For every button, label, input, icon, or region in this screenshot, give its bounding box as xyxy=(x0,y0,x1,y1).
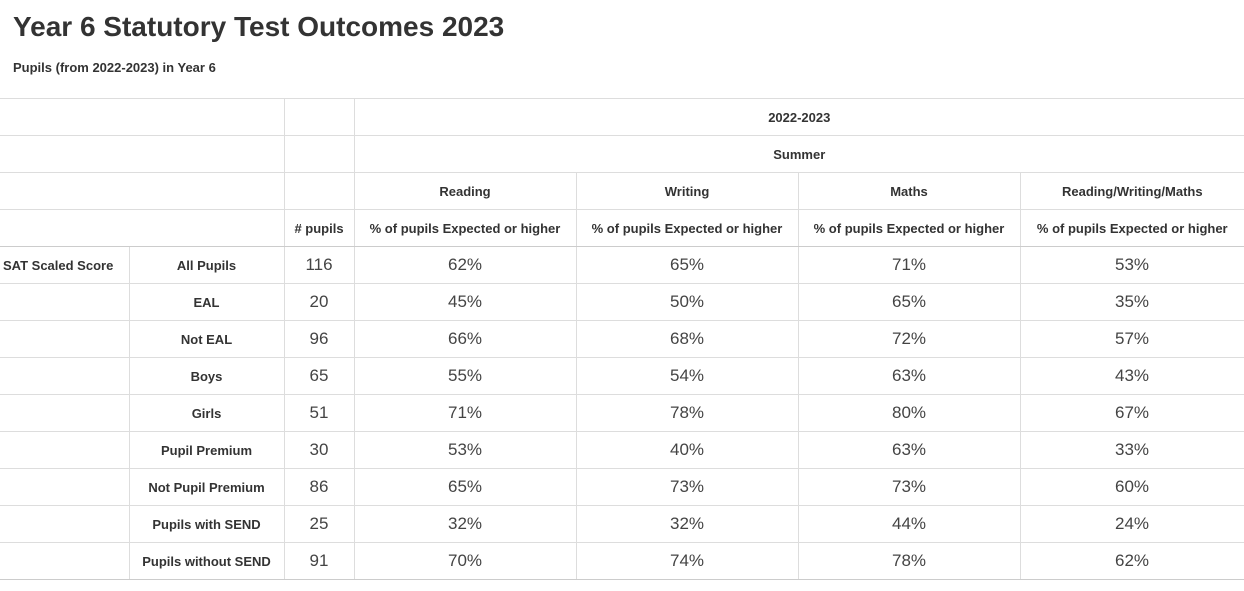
table-row: SAT Scaled Score All Pupils 116 62% 65% 71% 53… xyxy=(0,246,1244,284)
maths-value-cell: 71% xyxy=(797,246,1020,284)
header-empty-cell xyxy=(283,135,354,173)
table-row: Boys 65 55% 54% 63% 43% xyxy=(0,357,1244,395)
page-subtitle: Pupils (from 2022-2023) in Year 6 xyxy=(13,60,216,75)
header-row-term: Summer xyxy=(0,135,1244,173)
results-table: 2022-2023 Summer Reading Writing Maths R… xyxy=(0,98,1244,580)
reading-value-cell: 70% xyxy=(353,542,576,580)
reading-value-cell: 62% xyxy=(353,246,576,284)
writing-value-cell: 40% xyxy=(575,431,798,469)
pupil-group-label: Boys xyxy=(128,357,284,395)
metric-header-reading: % of pupils Expected or higher xyxy=(353,209,576,247)
pupils-count-header: # pupils xyxy=(283,209,354,247)
table-row: Girls 51 71% 78% 80% 67% xyxy=(0,394,1244,432)
pupil-count-cell: 65 xyxy=(283,357,354,395)
table-row: EAL 20 45% 50% 65% 35% xyxy=(0,283,1244,321)
pupil-group-label: Pupils with SEND xyxy=(128,505,284,543)
table-row: Pupils without SEND 91 70% 74% 78% 62% xyxy=(0,542,1244,580)
maths-value-cell: 78% xyxy=(797,542,1020,580)
table-row: Pupil Premium 30 53% 40% 63% 33% xyxy=(0,431,1244,469)
subject-header-reading: Reading xyxy=(353,172,576,210)
writing-value-cell: 73% xyxy=(575,468,798,506)
maths-value-cell: 80% xyxy=(797,394,1020,432)
header-row-metrics: # pupils % of pupils Expected or higher … xyxy=(0,209,1244,247)
pupil-count-cell: 91 xyxy=(283,542,354,580)
header-empty-cell xyxy=(283,98,354,136)
period-header: 2022-2023 xyxy=(353,98,1244,136)
subject-header-writing: Writing xyxy=(575,172,798,210)
header-empty-cell xyxy=(283,172,354,210)
pupil-count-cell: 116 xyxy=(283,246,354,284)
pupil-count-cell: 86 xyxy=(283,468,354,506)
metric-header-writing: % of pupils Expected or higher xyxy=(575,209,798,247)
combined-value-cell: 24% xyxy=(1019,505,1244,543)
maths-value-cell: 72% xyxy=(797,320,1020,358)
pupil-group-label: EAL xyxy=(128,283,284,321)
measure-label: SAT Scaled Score xyxy=(0,246,129,284)
combined-value-cell: 57% xyxy=(1019,320,1244,358)
combined-value-cell: 60% xyxy=(1019,468,1244,506)
measure-label xyxy=(0,542,129,580)
writing-value-cell: 32% xyxy=(575,505,798,543)
metric-header-combined: % of pupils Expected or higher xyxy=(1019,209,1244,247)
pupil-group-label: Pupil Premium xyxy=(128,431,284,469)
writing-value-cell: 74% xyxy=(575,542,798,580)
table-row: Not EAL 96 66% 68% 72% 57% xyxy=(0,320,1244,358)
pupil-group-label: Pupils without SEND xyxy=(128,542,284,580)
pupil-count-cell: 20 xyxy=(283,283,354,321)
subject-header-combined: Reading/Writing/Maths xyxy=(1019,172,1244,210)
writing-value-cell: 68% xyxy=(575,320,798,358)
combined-value-cell: 67% xyxy=(1019,394,1244,432)
reading-value-cell: 65% xyxy=(353,468,576,506)
maths-value-cell: 63% xyxy=(797,431,1020,469)
pupil-count-cell: 25 xyxy=(283,505,354,543)
header-empty-cell xyxy=(0,209,284,247)
pupil-group-label: Girls xyxy=(128,394,284,432)
maths-value-cell: 63% xyxy=(797,357,1020,395)
reading-value-cell: 66% xyxy=(353,320,576,358)
page-title: Year 6 Statutory Test Outcomes 2023 xyxy=(13,11,505,42)
pupil-group-label: All Pupils xyxy=(128,246,284,284)
reading-value-cell: 71% xyxy=(353,394,576,432)
measure-label xyxy=(0,320,129,358)
writing-value-cell: 54% xyxy=(575,357,798,395)
pupil-group-label: Not EAL xyxy=(128,320,284,358)
reading-value-cell: 55% xyxy=(353,357,576,395)
measure-label xyxy=(0,468,129,506)
subject-header-maths: Maths xyxy=(797,172,1020,210)
measure-label xyxy=(0,431,129,469)
maths-value-cell: 73% xyxy=(797,468,1020,506)
combined-value-cell: 35% xyxy=(1019,283,1244,321)
header-row-period: 2022-2023 xyxy=(0,98,1244,136)
header-row-subjects: Reading Writing Maths Reading/Writing/Ma… xyxy=(0,172,1244,210)
pupil-count-cell: 96 xyxy=(283,320,354,358)
table-row: Not Pupil Premium 86 65% 73% 73% 60% xyxy=(0,468,1244,506)
measure-label xyxy=(0,394,129,432)
maths-value-cell: 65% xyxy=(797,283,1020,321)
writing-value-cell: 50% xyxy=(575,283,798,321)
pupil-group-label: Not Pupil Premium xyxy=(128,468,284,506)
combined-value-cell: 43% xyxy=(1019,357,1244,395)
table-row: Pupils with SEND 25 32% 32% 44% 24% xyxy=(0,505,1244,543)
reading-value-cell: 45% xyxy=(353,283,576,321)
reading-value-cell: 32% xyxy=(353,505,576,543)
term-header: Summer xyxy=(353,135,1244,173)
measure-label xyxy=(0,357,129,395)
pupil-count-cell: 30 xyxy=(283,431,354,469)
header-empty-cell xyxy=(0,98,284,136)
metric-header-maths: % of pupils Expected or higher xyxy=(797,209,1020,247)
combined-value-cell: 62% xyxy=(1019,542,1244,580)
measure-label xyxy=(0,505,129,543)
combined-value-cell: 33% xyxy=(1019,431,1244,469)
header-empty-cell xyxy=(0,135,284,173)
maths-value-cell: 44% xyxy=(797,505,1020,543)
writing-value-cell: 65% xyxy=(575,246,798,284)
reading-value-cell: 53% xyxy=(353,431,576,469)
header-empty-cell xyxy=(0,172,284,210)
combined-value-cell: 53% xyxy=(1019,246,1244,284)
measure-label xyxy=(0,283,129,321)
pupil-count-cell: 51 xyxy=(283,394,354,432)
writing-value-cell: 78% xyxy=(575,394,798,432)
